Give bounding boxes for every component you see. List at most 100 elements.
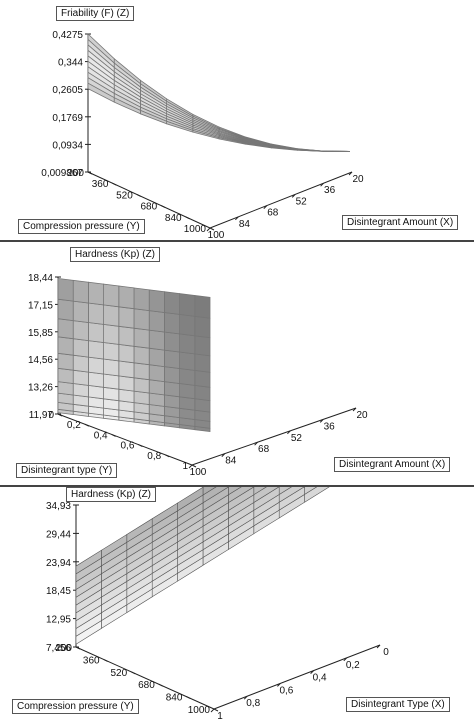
surface-cell [72, 354, 89, 373]
y-tick-mark [164, 454, 170, 458]
y-tick-mark [87, 171, 93, 175]
y-tick-label: 1000 [184, 224, 207, 235]
x-tick-mark [291, 194, 296, 198]
friability-surface-plot: 0,4275 0,344 0,2605 0,1769 0,0934 0,009867200… [41, 30, 364, 240]
surface-cell [103, 304, 120, 327]
x-axis-line [213, 644, 381, 710]
y-tick-label: 680 [141, 202, 158, 213]
z-tick-label: 0,4275 [52, 30, 83, 41]
y-tick-mark [130, 671, 136, 675]
surface-cell [118, 306, 135, 329]
y-tick-mark [213, 708, 219, 712]
y-tick-label: 0 [48, 410, 54, 421]
x-tick-label: 36 [324, 185, 336, 196]
z-tick-label: 29,44 [46, 529, 71, 540]
z-tick-label: 15,85 [28, 328, 53, 339]
surface-cell [133, 345, 150, 366]
chart-panel-friability: 0,4275 0,344 0,2605 0,1769 0,0934 0,009867 200… [0, 0, 474, 240]
x-tick-mark [254, 441, 258, 446]
z-tick-label: 12,95 [46, 615, 71, 626]
y-tick-mark [160, 205, 166, 209]
surface-cell [148, 364, 165, 383]
x-tick-mark [376, 644, 381, 649]
surface-cell [118, 343, 135, 364]
y-tick-label: 0,6 [120, 441, 134, 452]
x-tick-mark [348, 171, 353, 176]
y-tick-mark [57, 413, 63, 417]
chart-panel-hardness-pressure: 34,93 29,44 23,94 18,45 12,95 7,456 200 360 520 6… [0, 487, 474, 720]
surface-cell [148, 310, 165, 333]
y-tick-mark [111, 433, 116, 437]
x-tick-mark [352, 407, 357, 412]
surface-cell [88, 322, 104, 343]
z-tick-label: 0,009867 [41, 168, 83, 179]
surface-cell [88, 356, 104, 375]
y-tick-label: 0,2 [67, 420, 81, 431]
surface-cell [118, 360, 135, 379]
y-tick-mark [112, 182, 117, 186]
surface-cell [194, 384, 211, 402]
surface-cell [57, 298, 74, 322]
y-tick-label: 360 [92, 179, 109, 190]
surface-cell [88, 371, 104, 388]
x-tick-label: 0,6 [279, 685, 293, 696]
surface-cell [57, 352, 74, 371]
x-tick-mark [277, 683, 281, 687]
hardness-type-surface-plot: 18,44 17,15 15,85 14,56 13,26 11,970 0,2 0,4 0,6… [28, 273, 368, 478]
y-axis-line [87, 171, 211, 229]
y-tick-mark [209, 227, 215, 231]
z-tick-label: 0,0934 [52, 140, 83, 151]
y-axis-line [75, 646, 215, 710]
surface-cell [148, 289, 165, 313]
surface-cell [194, 315, 211, 339]
chart1-x-label: Disintegrant Amount (X) [342, 215, 459, 230]
surface-cell [179, 333, 196, 355]
surface-cell [194, 369, 211, 388]
chart1-title: Friability (F) (Z) [56, 6, 135, 21]
y-tick-label: 0,8 [147, 451, 161, 462]
y-tick-label: 1000 [188, 705, 211, 716]
surface-cell [194, 295, 211, 319]
surface-cell [194, 335, 211, 357]
x-tick-label: 20 [356, 410, 368, 421]
surface-cell [179, 351, 196, 371]
surface-cell [118, 285, 135, 310]
x-axis-line [191, 407, 357, 466]
surface-cell [118, 375, 135, 392]
z-tick-label: 11,97 [29, 410, 54, 421]
surface-cell [87, 82, 115, 103]
y-tick-mark [186, 696, 191, 700]
x-tick-mark [310, 670, 314, 674]
x-tick-mark [188, 464, 193, 469]
y-axis-line [57, 413, 193, 466]
surface-cell [103, 373, 120, 390]
surface-cell [133, 308, 150, 331]
x-tick-mark [343, 657, 348, 662]
surface-cell [72, 338, 89, 358]
surface-cell [103, 342, 120, 362]
x-tick-mark [320, 182, 324, 187]
z-tick-label: 0,2605 [52, 85, 83, 96]
surface-cell [163, 291, 181, 315]
surface-cell [57, 277, 74, 302]
surface-cell [103, 283, 120, 308]
panel-divider [0, 485, 474, 487]
x-tick-label: 68 [267, 208, 279, 219]
y-tick-label: 0,4 [94, 430, 108, 441]
x-tick-label: 36 [324, 421, 336, 432]
y-tick-mark [185, 216, 190, 220]
surface-cell [133, 287, 150, 312]
z-tick-label: 0,344 [58, 58, 83, 69]
surface-cell [194, 353, 211, 373]
surface-cell [75, 549, 102, 575]
surface-cell [148, 329, 165, 351]
chart-panel-hardness-type: 18,44 17,15 15,85 14,56 13,26 11,97 0 0,2 0,4 0,6… [0, 242, 474, 485]
surface-cell [118, 325, 135, 347]
chart3-title: Hardness (Kp) (Z) [66, 487, 157, 502]
surface-cell [88, 340, 104, 360]
z-tick-label: 34,93 [46, 501, 71, 512]
z-tick-label: 14,56 [28, 355, 53, 366]
y-tick-label: 840 [165, 213, 182, 224]
x-tick-label: 100 [190, 467, 207, 478]
surface-cell [103, 323, 120, 345]
